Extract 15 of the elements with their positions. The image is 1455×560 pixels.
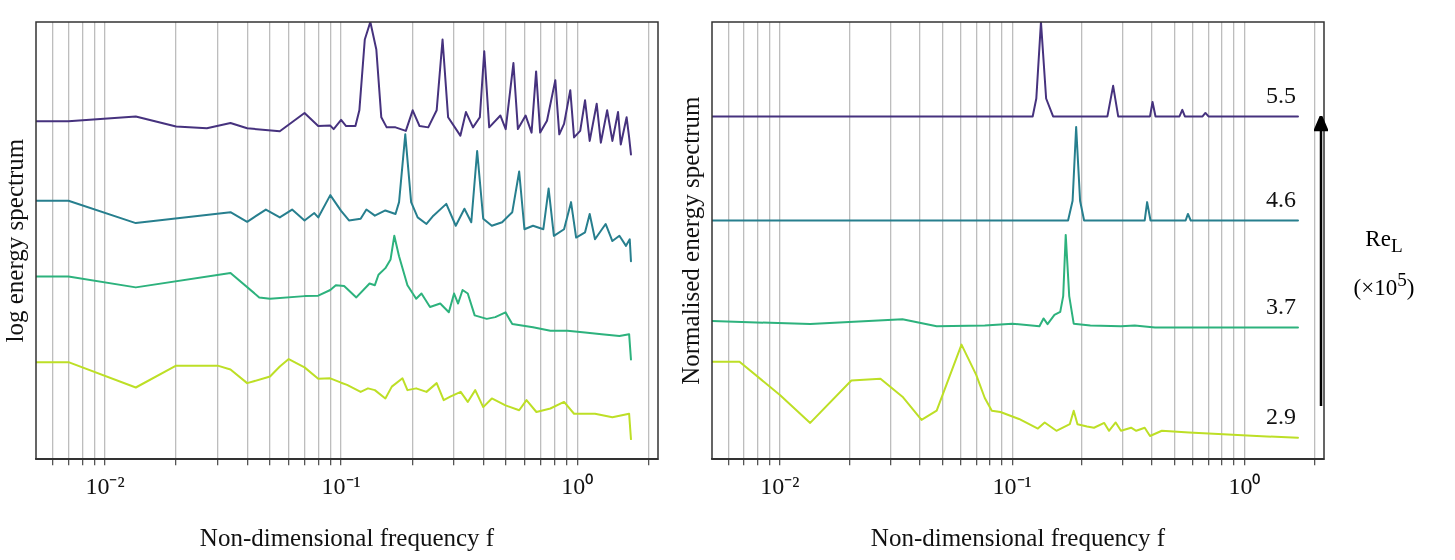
series-label: 4.6 [1265,185,1296,212]
y-axis-title: log energy spectrum [1,138,29,343]
x-tick-label: 10⁰ [1228,472,1261,499]
x-axis-title: Non-dimensional frequency f [199,523,495,551]
series-label: 5.5 [1265,81,1296,108]
x-tick-label: 10⁻² [85,472,125,499]
x-axis-title: Non-dimensional frequency f [870,523,1166,551]
series-label: 2.9 [1265,403,1296,430]
y-axis-title: Normalised energy spectrum [677,95,705,385]
series-label: 3.7 [1265,292,1296,319]
x-tick-label: 10⁻¹ [321,472,361,499]
x-tick-label: 10⁰ [561,472,594,499]
legend-title: Re$_{L}$ (×10$^{5}$) [1352,225,1416,302]
x-tick-label: 10⁻¹ [992,472,1032,499]
x-tick-label: 10⁻² [760,472,800,499]
